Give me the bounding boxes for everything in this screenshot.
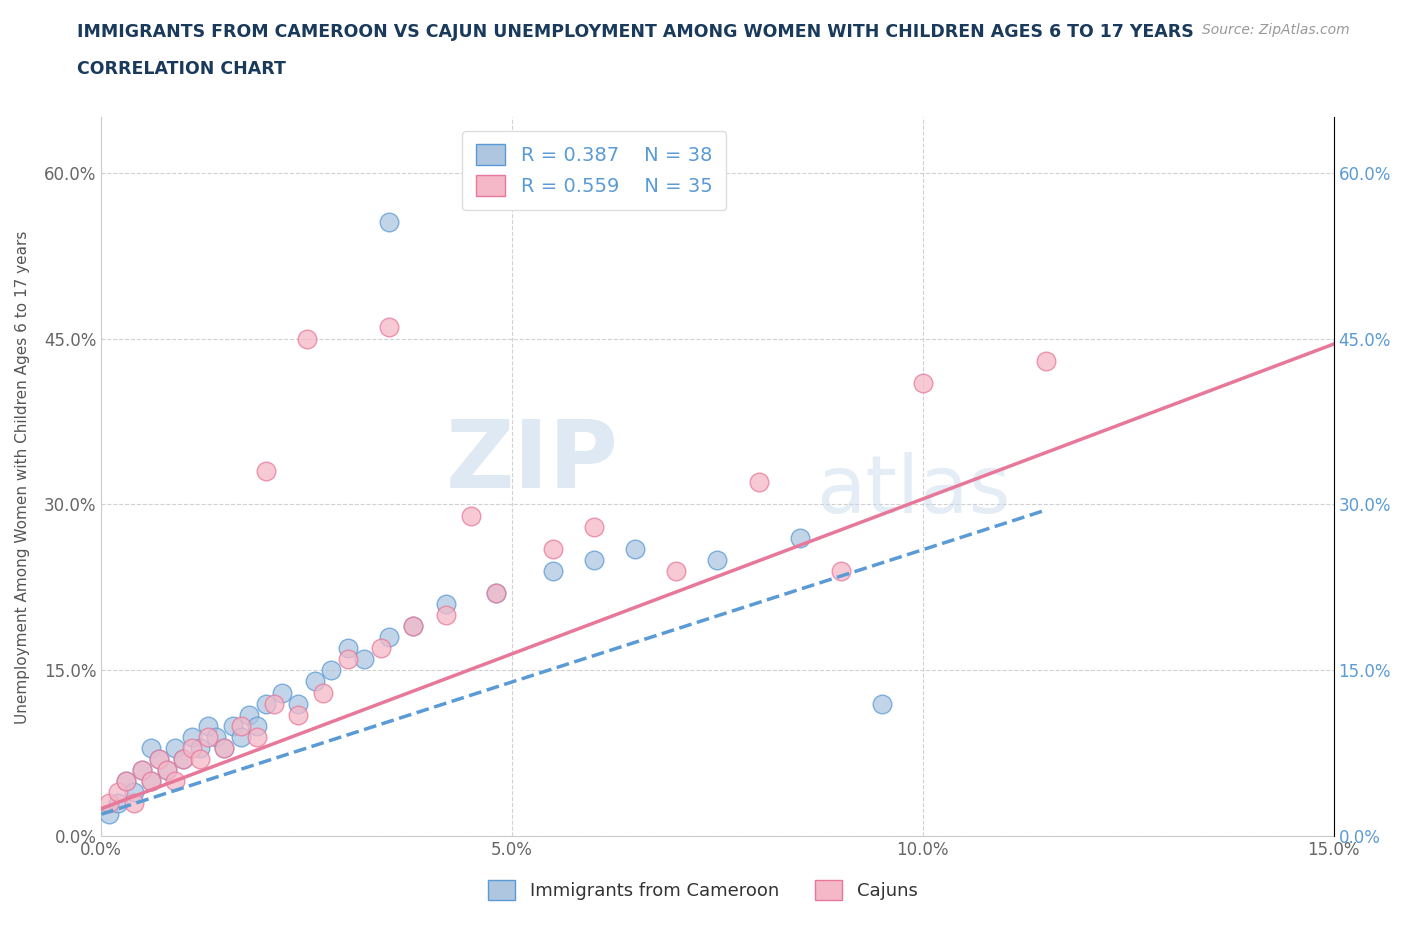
- Point: [98, 796, 121, 811]
- Point: [238, 707, 260, 722]
- Point: [188, 751, 211, 766]
- Text: Source: ZipAtlas.com: Source: ZipAtlas.com: [1202, 23, 1350, 37]
- Text: atlas: atlas: [815, 452, 1011, 530]
- Point: [378, 215, 401, 230]
- Point: [263, 697, 285, 711]
- Y-axis label: Unemployment Among Women with Children Ages 6 to 17 years: Unemployment Among Women with Children A…: [15, 230, 30, 724]
- Point: [222, 718, 245, 733]
- Text: ZIP: ZIP: [446, 417, 619, 509]
- Point: [246, 718, 269, 733]
- Point: [541, 541, 564, 556]
- Point: [214, 740, 236, 755]
- Point: [870, 697, 893, 711]
- Point: [378, 320, 401, 335]
- Legend: R = 0.387    N = 38, R = 0.559    N = 35: R = 0.387 N = 38, R = 0.559 N = 35: [463, 130, 725, 210]
- Point: [139, 774, 162, 789]
- Point: [107, 785, 129, 800]
- Point: [254, 464, 277, 479]
- Point: [353, 652, 375, 667]
- Legend: Immigrants from Cameroon, Cajuns: Immigrants from Cameroon, Cajuns: [481, 872, 925, 907]
- Point: [304, 674, 326, 689]
- Point: [378, 630, 401, 644]
- Point: [115, 774, 138, 789]
- Text: IMMIGRANTS FROM CAMEROON VS CAJUN UNEMPLOYMENT AMONG WOMEN WITH CHILDREN AGES 6 : IMMIGRANTS FROM CAMEROON VS CAJUN UNEMPL…: [77, 23, 1194, 41]
- Point: [214, 740, 236, 755]
- Point: [115, 774, 138, 789]
- Point: [484, 586, 506, 601]
- Point: [107, 796, 129, 811]
- Point: [98, 806, 121, 821]
- Point: [205, 729, 228, 744]
- Point: [624, 541, 647, 556]
- Text: CORRELATION CHART: CORRELATION CHART: [77, 60, 287, 78]
- Point: [122, 785, 145, 800]
- Point: [254, 697, 277, 711]
- Point: [911, 376, 934, 391]
- Point: [188, 740, 211, 755]
- Point: [197, 729, 219, 744]
- Point: [197, 718, 219, 733]
- Point: [180, 740, 202, 755]
- Point: [229, 729, 252, 744]
- Point: [271, 685, 294, 700]
- Point: [665, 564, 688, 578]
- Point: [747, 475, 769, 490]
- Point: [165, 774, 187, 789]
- Point: [583, 519, 606, 534]
- Point: [287, 707, 309, 722]
- Point: [180, 729, 202, 744]
- Point: [830, 564, 852, 578]
- Point: [336, 652, 359, 667]
- Point: [321, 663, 343, 678]
- Point: [434, 607, 457, 622]
- Point: [460, 508, 482, 523]
- Point: [336, 641, 359, 656]
- Point: [370, 641, 392, 656]
- Point: [583, 552, 606, 567]
- Point: [131, 763, 153, 777]
- Point: [295, 331, 318, 346]
- Point: [402, 618, 425, 633]
- Point: [541, 564, 564, 578]
- Point: [706, 552, 728, 567]
- Point: [246, 729, 269, 744]
- Point: [122, 796, 145, 811]
- Point: [139, 774, 162, 789]
- Point: [156, 763, 179, 777]
- Point: [172, 751, 194, 766]
- Point: [1035, 353, 1057, 368]
- Point: [148, 751, 170, 766]
- Point: [131, 763, 153, 777]
- Point: [139, 740, 162, 755]
- Point: [165, 740, 187, 755]
- Point: [789, 530, 811, 545]
- Point: [229, 718, 252, 733]
- Point: [434, 596, 457, 611]
- Point: [156, 763, 179, 777]
- Point: [484, 586, 506, 601]
- Point: [172, 751, 194, 766]
- Point: [402, 618, 425, 633]
- Point: [312, 685, 335, 700]
- Point: [287, 697, 309, 711]
- Point: [148, 751, 170, 766]
